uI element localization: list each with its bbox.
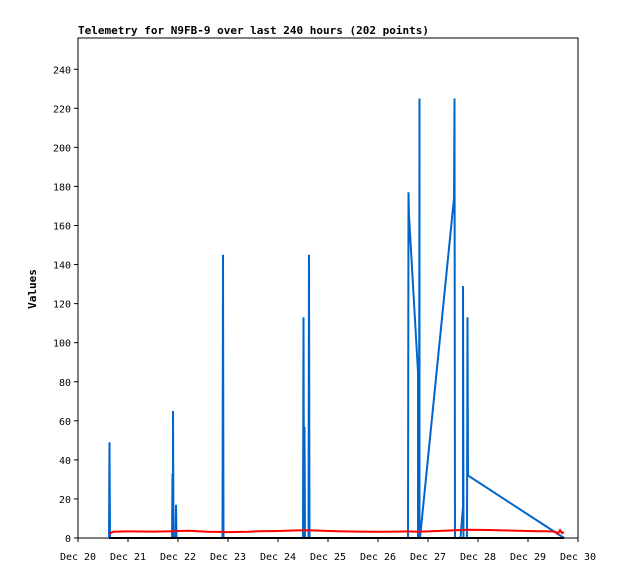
x-tick-label: Dec 24 <box>260 552 296 563</box>
series-line-2 <box>108 528 565 535</box>
y-axis-label: Values <box>26 269 39 309</box>
series-lines <box>108 98 565 539</box>
x-axis: Dec 20 Dec 21 Dec 22 Dec 23 Dec 24 Dec 25 Dec … <box>60 538 596 563</box>
y-tick-label: 120 <box>53 300 71 311</box>
y-tick-label: 180 <box>53 182 71 193</box>
y-tick-label: 240 <box>53 65 71 76</box>
chart-title: Telemetry for N9FB-9 over last 240 hours… <box>78 24 429 37</box>
y-tick-label: 0 <box>65 534 71 545</box>
x-tick-label: Dec 26 <box>360 552 396 563</box>
y-axis: 0 20 40 60 80 100 120 140 160 180 200 220 240 <box>53 65 78 545</box>
y-tick-label: 60 <box>59 417 71 428</box>
y-tick-label: 140 <box>53 261 71 272</box>
x-tick-label: Dec 25 <box>310 552 346 563</box>
series-line-1 <box>108 98 565 539</box>
x-tick-label: Dec 28 <box>460 552 496 563</box>
x-tick-label: Dec 21 <box>110 552 146 563</box>
y-tick-label: 20 <box>59 495 71 506</box>
x-tick-label: Dec 20 <box>60 552 96 563</box>
plot-frame <box>77 37 579 539</box>
x-tick-label: Dec 23 <box>210 552 246 563</box>
x-tick-label: Dec 27 <box>410 552 446 563</box>
y-tick-label: 220 <box>53 104 71 115</box>
y-tick-label: 80 <box>59 378 71 389</box>
x-tick-label: Dec 30 <box>560 552 596 563</box>
y-tick-label: 100 <box>53 339 71 350</box>
x-tick-label: Dec 29 <box>510 552 546 563</box>
x-tick-label: Dec 22 <box>160 552 196 563</box>
y-tick-label: 160 <box>53 222 71 233</box>
y-tick-label: 40 <box>59 456 71 467</box>
y-tick-label: 200 <box>53 143 71 154</box>
